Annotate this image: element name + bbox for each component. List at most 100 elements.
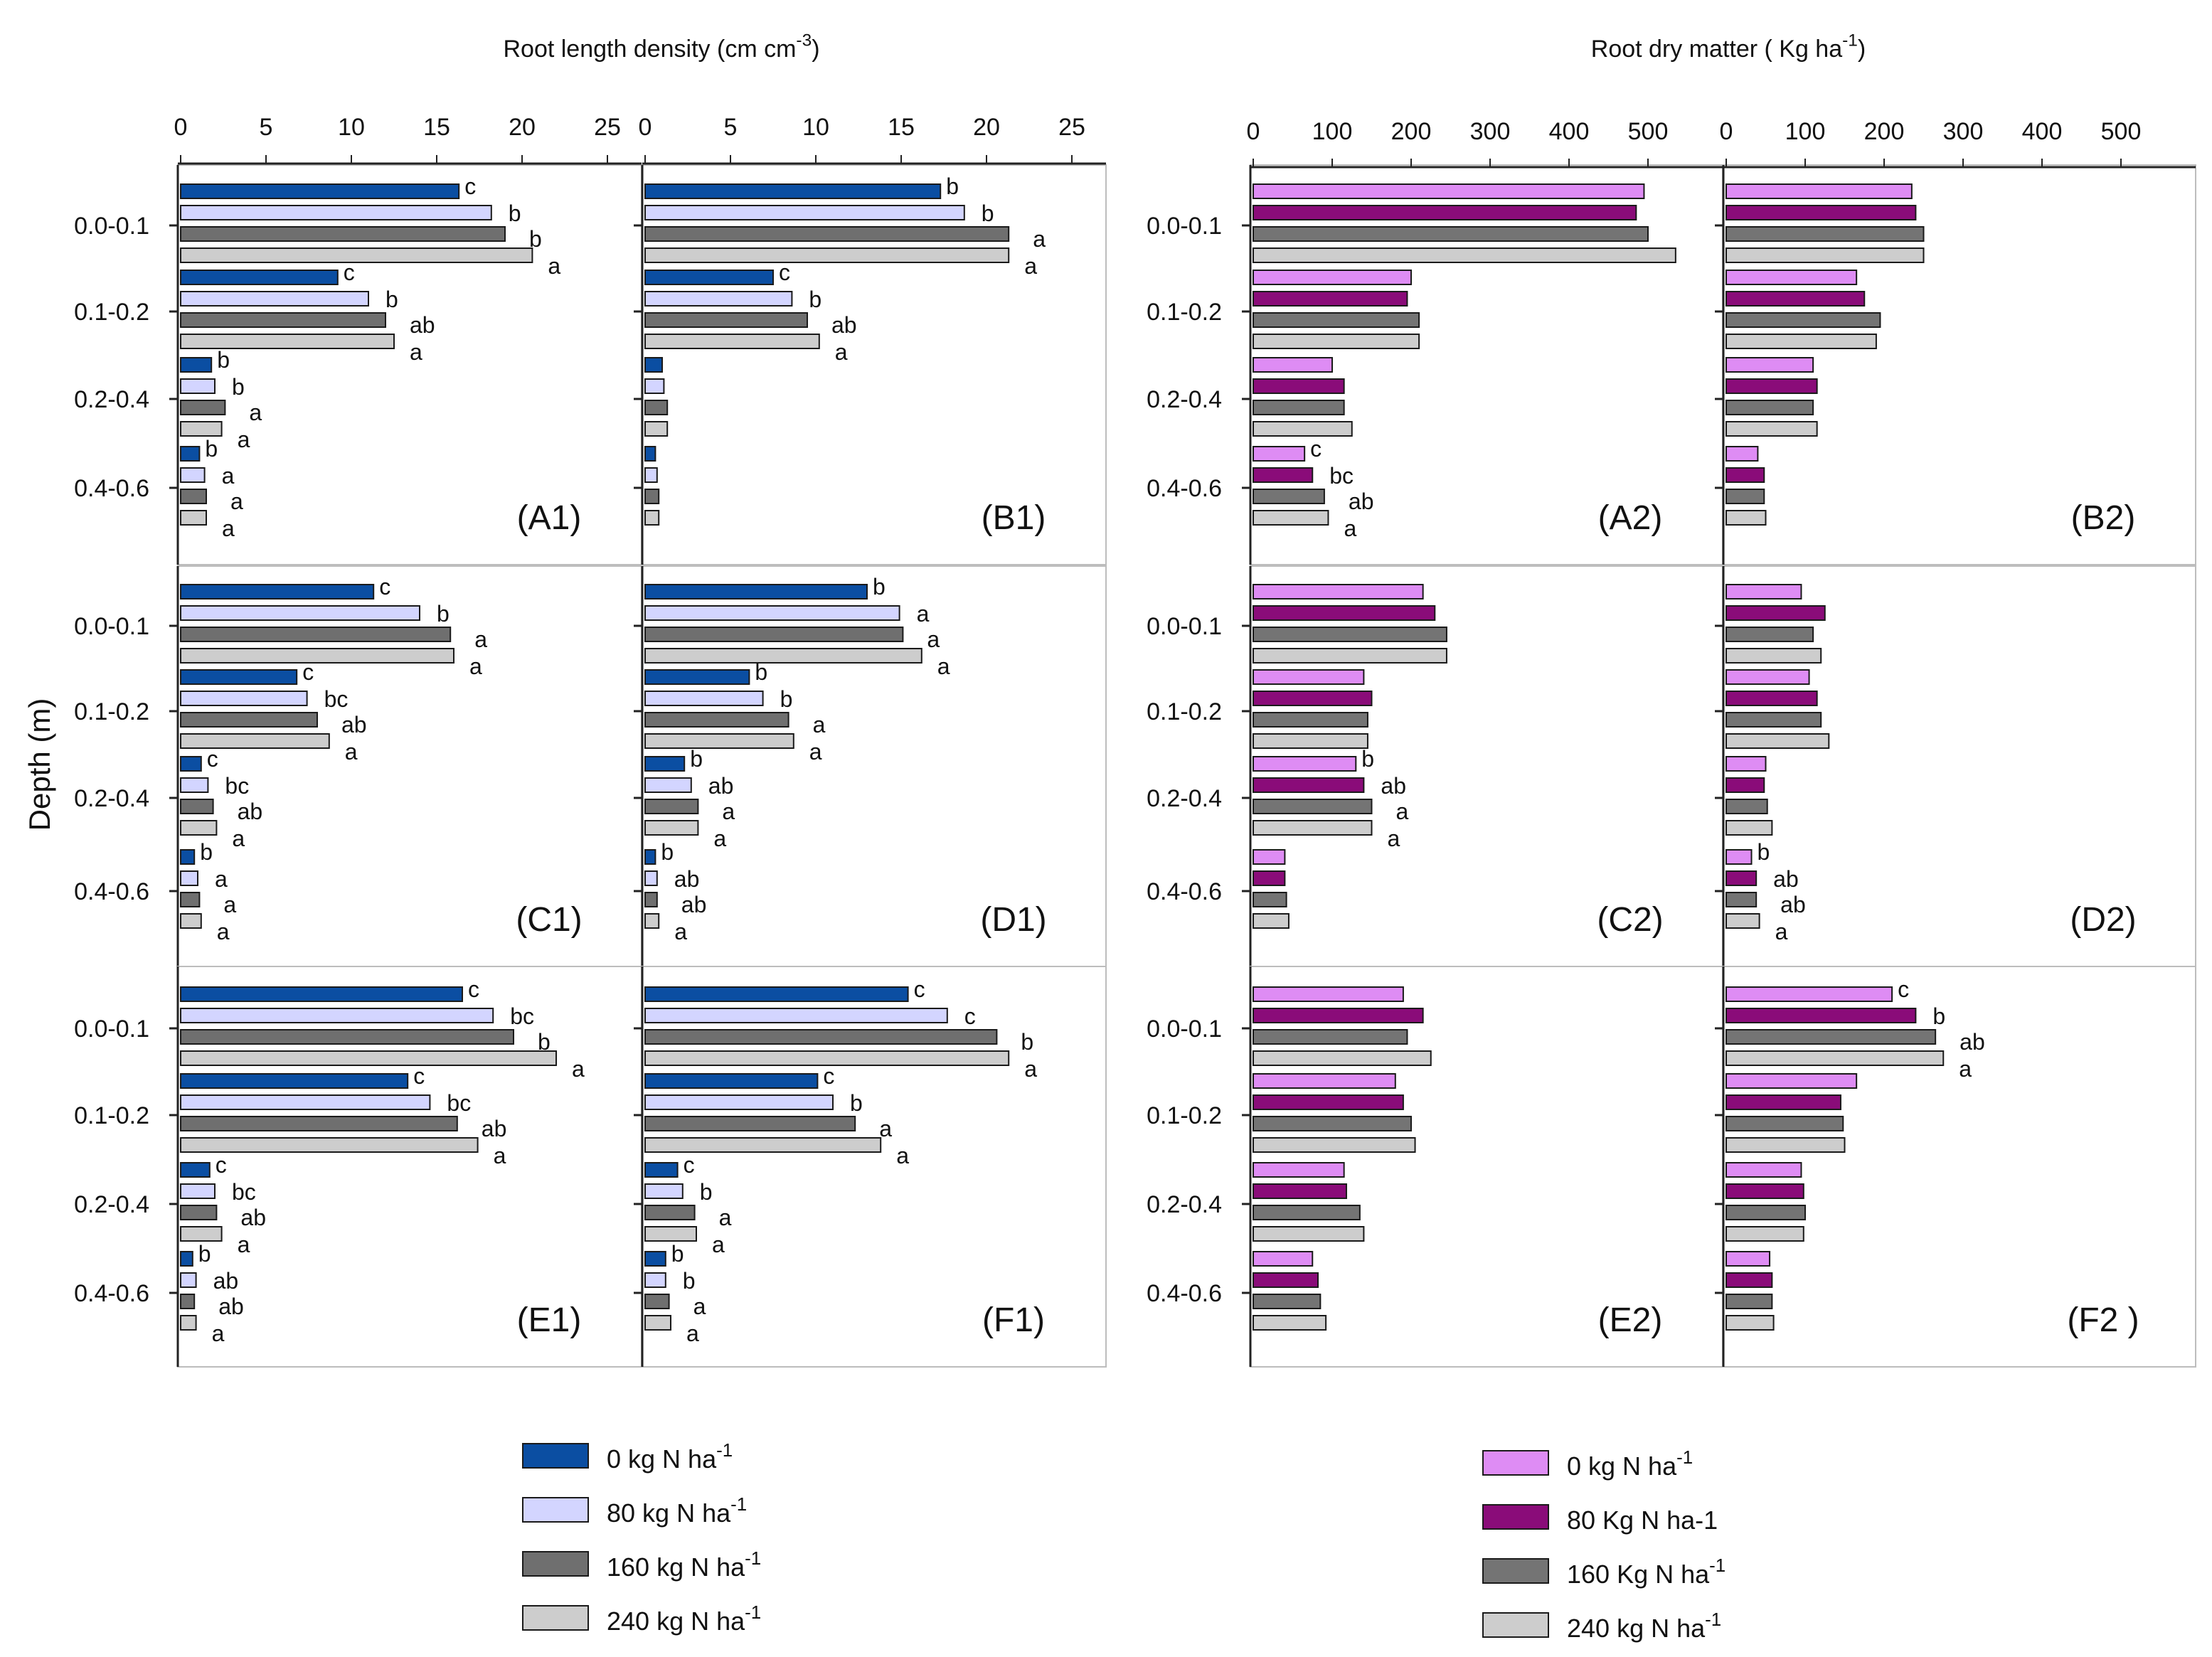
significance-label: bc — [447, 1090, 471, 1116]
significance-label: c — [379, 574, 390, 600]
bar — [1726, 1094, 1841, 1110]
significance-label: ab — [482, 1116, 507, 1141]
significance-label: ab — [238, 799, 263, 824]
depth-label: 0.0-0.1 — [1147, 613, 1222, 640]
x-tick-label: 25 — [1058, 114, 1085, 141]
bar — [180, 627, 452, 642]
bar — [180, 334, 395, 349]
significance-label: a — [1388, 826, 1400, 851]
significance-label: ab — [1960, 1029, 1985, 1055]
panel-label: (D2) — [2070, 901, 2136, 939]
depth-label: 0.1-0.2 — [74, 299, 149, 326]
significance-label: a — [238, 427, 250, 452]
bar — [180, 270, 339, 285]
bar — [180, 712, 318, 728]
bar — [1726, 183, 1913, 199]
significance-label: a — [410, 339, 422, 365]
bar — [1726, 378, 1818, 394]
significance-label: a — [249, 400, 262, 425]
bar — [1726, 1008, 1917, 1023]
bar — [644, 1183, 684, 1199]
x-tick-label: 20 — [509, 114, 536, 141]
bar — [1726, 1272, 1773, 1288]
bar — [1726, 446, 1759, 462]
significance-label: ab — [213, 1268, 239, 1294]
significance-label: b — [1932, 1003, 1945, 1029]
rdm-axis-title: Root dry matter ( Kg ha-1) — [1591, 31, 1866, 63]
significance-label: a — [212, 1321, 225, 1346]
bar — [644, 1294, 670, 1309]
bar — [180, 1183, 216, 1199]
bar — [1726, 1050, 1945, 1066]
legends: 0 kg N ha-1 80 kg N ha-1 160 kg N ha-1 240 … — [522, 1441, 1726, 1643]
bar — [1726, 1251, 1771, 1267]
significance-label: a — [722, 799, 735, 824]
significance-label: a — [713, 826, 726, 851]
bar — [1726, 1029, 1937, 1045]
significance-label: c — [1898, 976, 1909, 1002]
legend-swatch — [1482, 1450, 1549, 1476]
significance-label: a — [835, 339, 848, 365]
bar — [1726, 421, 1818, 437]
bar — [644, 1137, 882, 1153]
bar — [644, 205, 965, 220]
bar — [1253, 627, 1447, 642]
significance-label: b — [690, 746, 703, 772]
depth-label: 0.0-0.1 — [74, 213, 149, 240]
bar — [1253, 510, 1329, 526]
bar — [1726, 205, 1917, 220]
bar — [1253, 1008, 1424, 1023]
depth-label: 0.2-0.4 — [1147, 1191, 1222, 1218]
panel-label: (B2) — [2071, 499, 2136, 537]
bar — [180, 205, 492, 220]
bar — [180, 1226, 223, 1242]
x-tick-label: 0 — [1720, 118, 1733, 145]
x-tick-label: 5 — [724, 114, 738, 141]
x-tick-label: 400 — [1549, 118, 1590, 145]
bar — [644, 584, 868, 600]
bar — [644, 1029, 998, 1045]
significance-label: a — [474, 627, 487, 652]
significance-label: c — [216, 1152, 227, 1178]
bar — [644, 648, 922, 664]
bar — [180, 1251, 193, 1267]
significance-label: ab — [831, 312, 857, 338]
depth-label: 0.4-0.6 — [1147, 475, 1222, 502]
bar — [180, 467, 206, 483]
bar — [644, 986, 909, 1002]
bar — [644, 334, 820, 349]
depth-label: 0.0-0.1 — [74, 1016, 149, 1043]
significance-label: ab — [1349, 489, 1374, 514]
depth-label: 0.2-0.4 — [74, 386, 149, 413]
legend-label: 240 kg N ha-1 — [1567, 1610, 1721, 1643]
legend-swatch — [522, 1443, 589, 1469]
bar — [1253, 913, 1290, 929]
bar — [644, 669, 750, 685]
bar — [180, 820, 218, 836]
panel-label: (C1) — [516, 901, 582, 939]
bar — [1253, 1272, 1319, 1288]
panel-label: (E1) — [517, 1301, 582, 1339]
significance-label: b — [1361, 746, 1374, 772]
bar — [1726, 291, 1866, 307]
bar — [180, 378, 216, 394]
bar — [1253, 605, 1436, 621]
bar — [644, 605, 900, 621]
significance-label: a — [896, 1143, 909, 1168]
bar — [180, 489, 207, 504]
rld-axis-title: Root length density (cm cm-3) — [503, 31, 819, 63]
significance-label: b — [661, 839, 674, 865]
significance-label: ab — [708, 773, 734, 799]
x-tick-label: 5 — [260, 114, 273, 141]
bar — [1726, 669, 1810, 685]
significance-label: a — [469, 654, 482, 679]
bar — [1253, 357, 1333, 373]
significance-label: b — [850, 1090, 863, 1116]
bar — [644, 691, 764, 706]
bar — [1253, 421, 1353, 437]
significance-label: a — [548, 253, 560, 279]
significance-label: a — [232, 826, 245, 851]
